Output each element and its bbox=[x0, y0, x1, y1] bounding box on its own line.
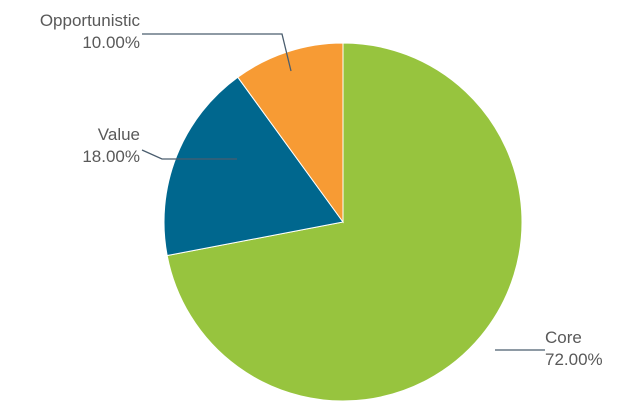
slice-label-opportunistic: Opportunistic bbox=[40, 11, 141, 30]
pie-slice-opportunistic bbox=[237, 42, 344, 224]
pie-slices bbox=[163, 42, 523, 401]
pie-slice-value bbox=[163, 76, 344, 257]
slice-labels: Core 72.00% Value 18.00% Opportunistic 10.00% bbox=[40, 11, 603, 369]
leader-line-value bbox=[141, 149, 237, 160]
leader-line-opportunistic bbox=[142, 33, 292, 72]
slice-value-label-value: 18.00% bbox=[82, 147, 140, 166]
slice-label-value: Value bbox=[98, 125, 140, 144]
pie-slice-core bbox=[166, 42, 523, 401]
slice-value-label-core: 72.00% bbox=[545, 350, 603, 369]
leader-lines bbox=[141, 33, 545, 351]
slice-label-core: Core bbox=[545, 328, 582, 347]
slice-value-label-opportunistic: 10.00% bbox=[82, 33, 140, 52]
